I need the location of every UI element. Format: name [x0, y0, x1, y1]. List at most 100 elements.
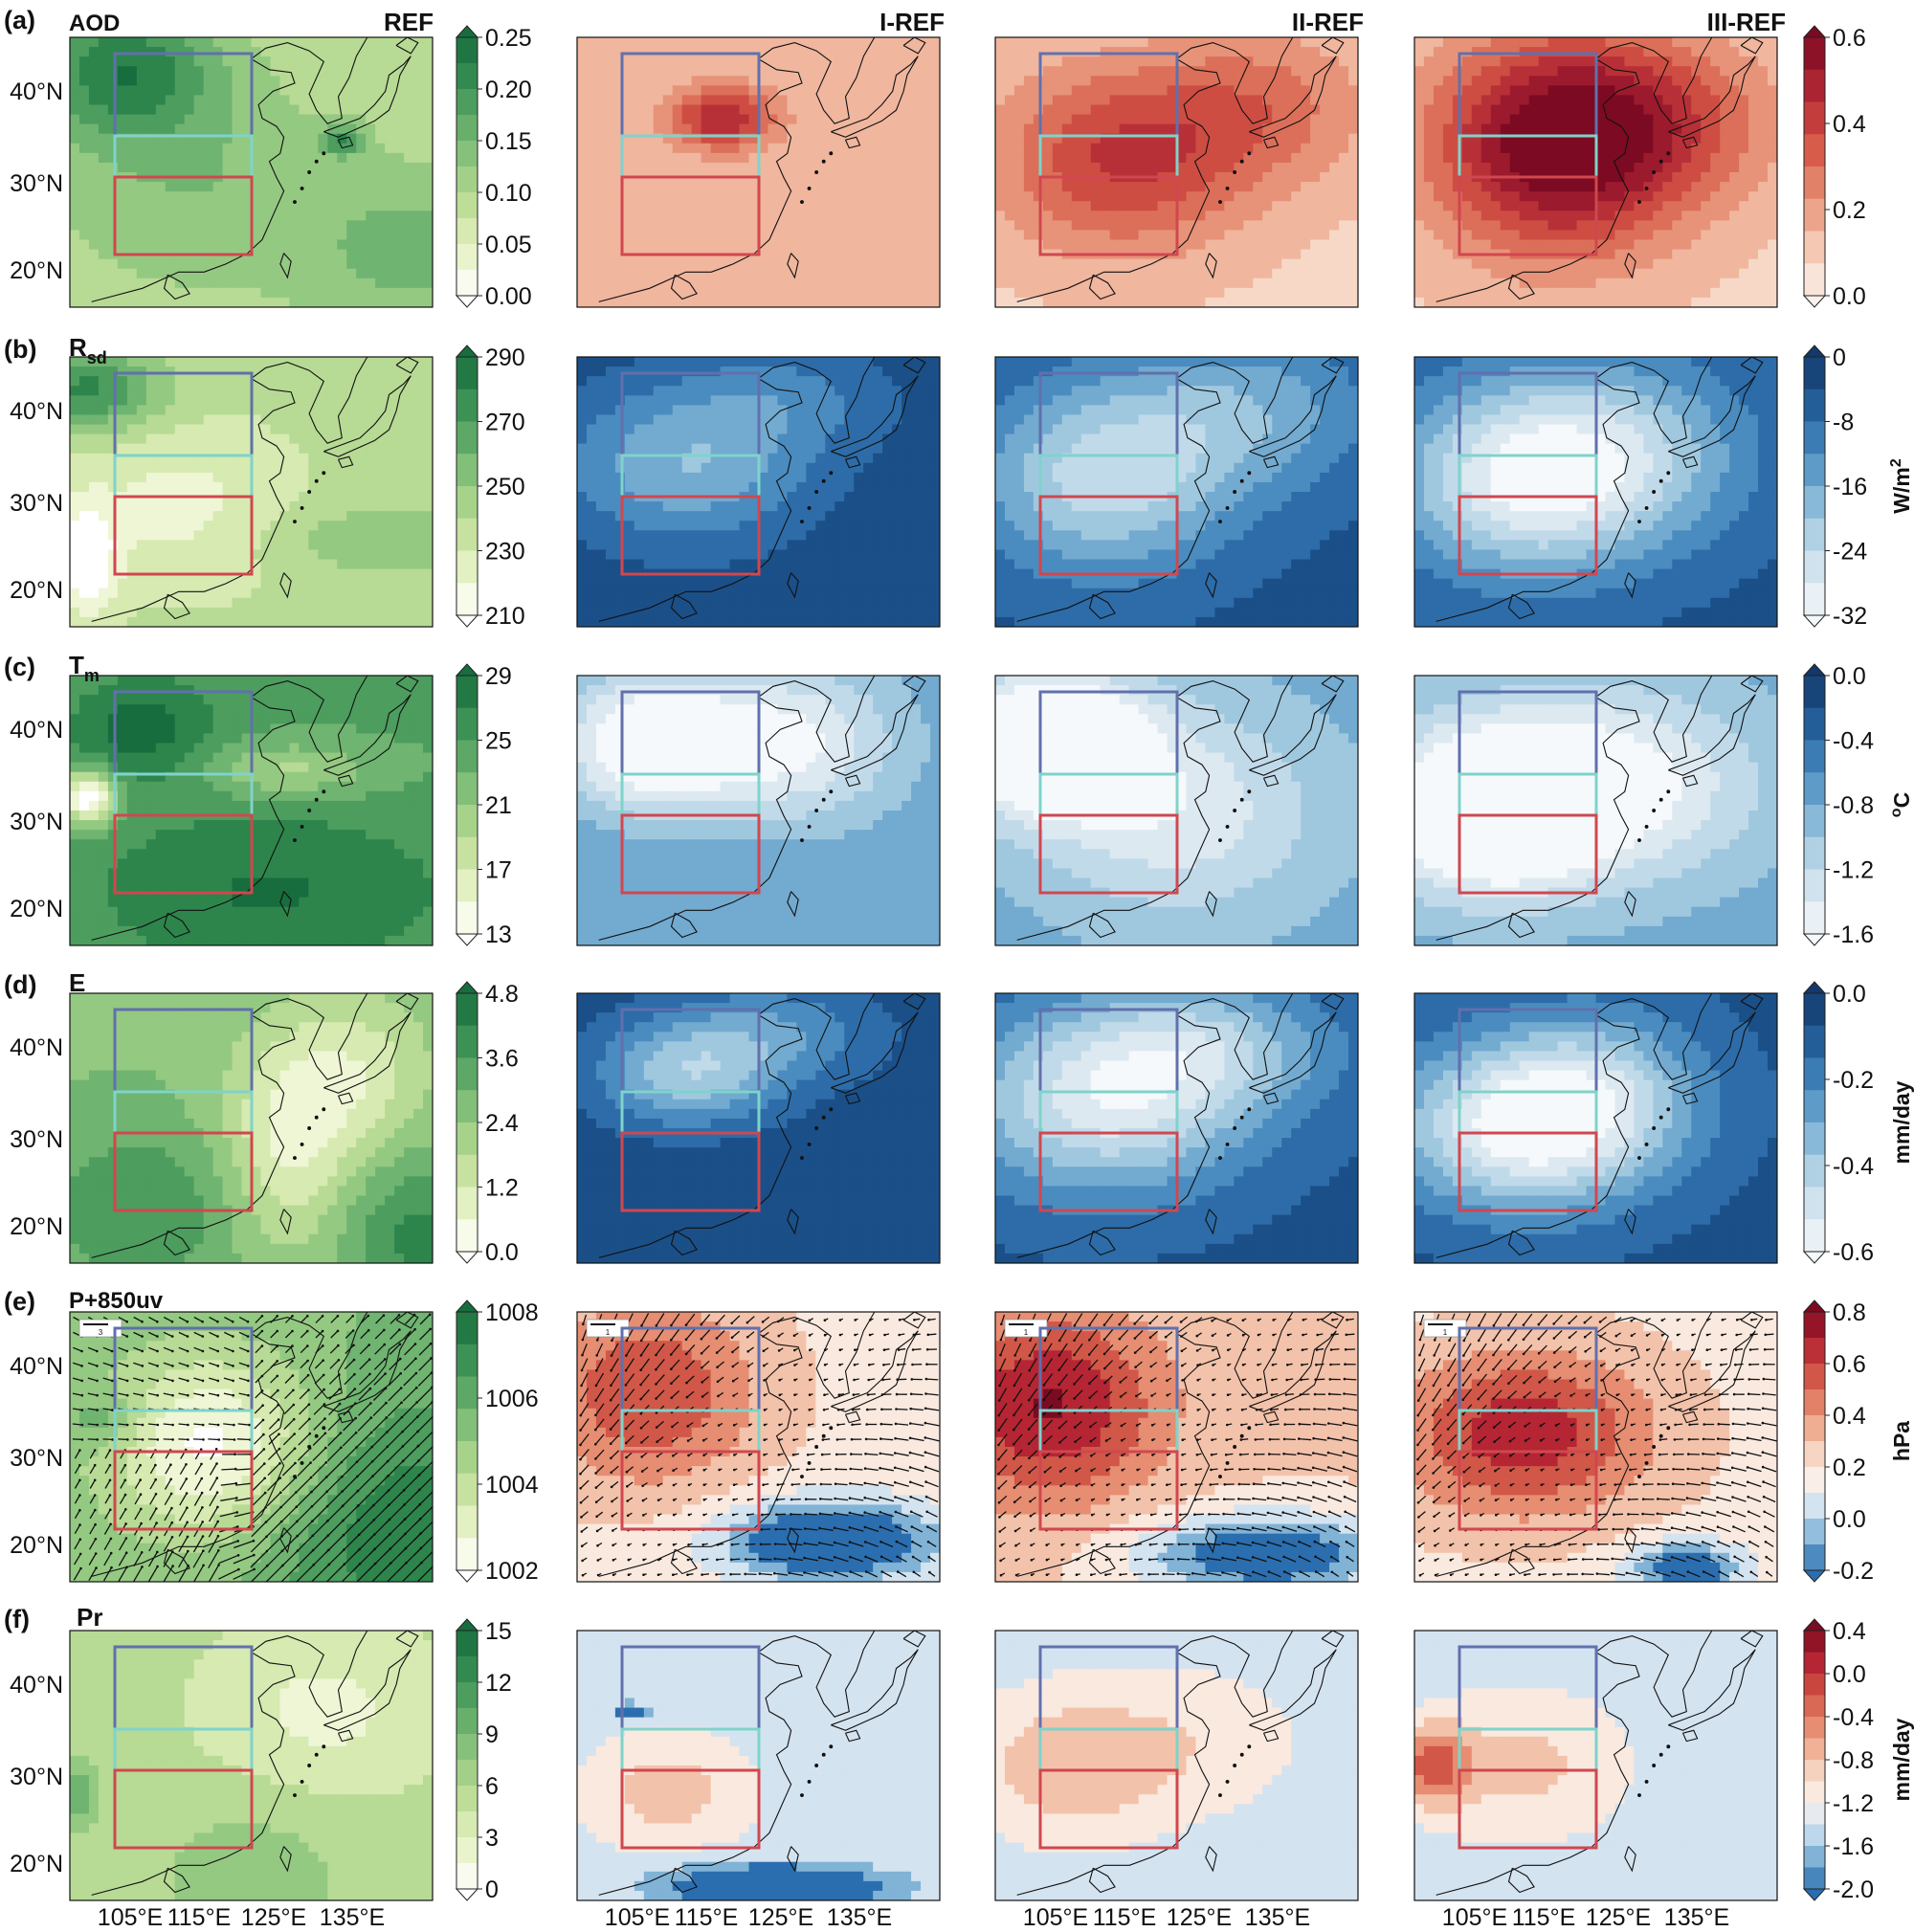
- map-row3-col3-box-south: [1458, 1131, 1598, 1212]
- map-row3-ref-coastline: [91, 993, 419, 1258]
- colorbar-row2-diff-extend-bottom: [1802, 933, 1827, 946]
- lat-label-row1: 20°N: [10, 577, 63, 604]
- colorbar-row0-diff-fill: [1804, 37, 1825, 297]
- colorbar-row0-ref-tick-label: 0.10: [485, 180, 532, 207]
- colorbar-row4-ref: 1008 1006 1004 1002: [455, 1299, 539, 1585]
- map-row3-col2-field: [995, 993, 1358, 1263]
- map-row0-col1-field: [577, 37, 940, 307]
- colorbar-row4-diff-tick-label: 0.8: [1833, 1299, 1866, 1326]
- colorbar-row0-ref-tick-label: 0.25: [485, 25, 532, 52]
- colorbar-row2-ref-tick-label: 13: [485, 922, 512, 948]
- map-row1-col2-region-boxes: [1038, 371, 1179, 576]
- colorbar-row2-diff: 0.0 -0.4 -0.8 -1.2 -1.6 oC: [1802, 663, 1914, 948]
- map-row0-col2-field: [995, 37, 1358, 307]
- map-row1-col3-frame: [1413, 356, 1778, 628]
- panel-label-a: (a): [4, 6, 35, 34]
- colorbar-row3-diff-tick-label: 0.0: [1833, 981, 1866, 1008]
- map-row1-col3-field: [1414, 357, 1777, 627]
- colorbar-row2-ref-extend-top: [455, 663, 479, 677]
- map-row2-ref-field: [70, 676, 433, 945]
- map-row4-col1-frame: [576, 1311, 941, 1583]
- colorbar-row4-ref-tick-label: 1008: [485, 1299, 539, 1326]
- map-row1-col2: [994, 356, 1359, 628]
- colorbar-row5-ref-tick-label: 12: [485, 1670, 512, 1697]
- map-row3-col2-coastline: [1016, 993, 1345, 1258]
- lat-label-row5: 40°N: [10, 1672, 63, 1699]
- map-row5-col1-coastline: [598, 1631, 926, 1896]
- colorbar-row0-diff-tick-label: 0.4: [1833, 111, 1866, 138]
- colorbar-row5-ref-tick-label: 15: [485, 1618, 512, 1645]
- map-row4-col2-wind-key-label: 1: [1024, 1328, 1029, 1337]
- colorbar-row3-ref-extend-bottom: [455, 1251, 479, 1264]
- lon-label-col0: 125°E: [241, 1904, 306, 1931]
- map-row5-ref: [69, 1630, 434, 1901]
- colorbar-row2-ref-fill: [456, 676, 478, 935]
- map-row5-ref-region-boxes: [113, 1645, 254, 1850]
- map-row4-col1-coastline: [598, 1312, 926, 1577]
- map-row3-col1: [576, 992, 941, 1264]
- colorbar-row2-ref: 29 25 21 17 13: [455, 663, 512, 948]
- map-row5-col3-region-boxes: [1458, 1645, 1598, 1850]
- col-title-i-ref: I-REF: [879, 8, 945, 36]
- colorbar-row4-ref-extend-top: [455, 1299, 479, 1313]
- map-row0-col2-box-south: [1038, 175, 1179, 256]
- map-row4-col1-wind-vectors: [579, 1313, 940, 1578]
- col-title-ref: REF: [384, 8, 434, 36]
- lon-label-col1: 135°E: [827, 1904, 892, 1931]
- map-row1-col1-coastline: [598, 357, 926, 622]
- lat-label-row3: 30°N: [10, 1126, 63, 1153]
- map-row2-col3-box-south: [1458, 813, 1598, 895]
- map-row1-ref: [69, 356, 434, 628]
- lat-label-row0: 30°N: [10, 170, 63, 197]
- colorbar-row2-diff-fill: [1804, 676, 1825, 935]
- colorbar-row0-ref-tick-label: 0.05: [485, 232, 532, 258]
- colorbar-row3-diff-extend-bottom: [1802, 1251, 1827, 1264]
- colorbar-row5-ref: 15 12 9 6 3 0: [455, 1618, 512, 1903]
- lat-label-row0: 20°N: [10, 257, 63, 284]
- colorbar-row1-diff-extend-top: [1802, 344, 1827, 358]
- map-row3-col2-region-boxes: [1038, 1008, 1179, 1212]
- colorbar-row1-diff-tick-label: -32: [1833, 603, 1867, 630]
- map-row0-ref-region-boxes: [113, 52, 254, 256]
- colorbar-row3-diff-fill: [1804, 993, 1825, 1253]
- colorbar-row2-diff-extend-top: [1802, 663, 1827, 677]
- map-row4-col3: 1: [1413, 1311, 1778, 1583]
- colorbar-row5-diff-unit: mm/day: [1889, 1718, 1914, 1801]
- colorbar-row3-diff-frame: [1803, 992, 1826, 1253]
- map-row2-col3: [1413, 675, 1778, 946]
- map-row0-ref-box-south: [113, 175, 254, 256]
- colorbar-row2-diff-tick-label: -1.6: [1833, 922, 1874, 948]
- map-row1-col1-region-boxes: [620, 371, 761, 576]
- map-row0-col2-region-boxes: [1038, 52, 1179, 256]
- colorbar-row3-ref-tick-label: 3.6: [485, 1046, 519, 1073]
- lon-label-col2: 105°E: [1023, 1904, 1088, 1931]
- map-row1-col1-frame: [576, 356, 941, 628]
- map-row3-col3: [1413, 992, 1778, 1264]
- map-row4-ref-frame: [69, 1311, 434, 1583]
- map-row4-col2-wind-key: 1: [1004, 1319, 1048, 1338]
- lon-label-col3: 125°E: [1586, 1904, 1651, 1931]
- colorbar-row1-diff-tick-label: -8: [1833, 410, 1854, 436]
- lat-label-row4: 20°N: [10, 1532, 63, 1559]
- map-row5-col3-frame: [1413, 1630, 1778, 1901]
- colorbar-row1-ref-tick-label: 290: [485, 344, 525, 371]
- colorbar-row5-ref-tick-label: 3: [485, 1825, 499, 1852]
- colorbar-row2-diff-tick-label: -0.4: [1833, 728, 1874, 755]
- var-e: E: [69, 968, 85, 997]
- map-row0-col3-coastline: [1436, 37, 1764, 302]
- map-row3-col3-coastline: [1436, 993, 1764, 1258]
- colorbar-row0-ref-fill: [456, 37, 478, 297]
- panel-label-f: (f): [4, 1605, 30, 1633]
- colorbar-row5-diff-tick-label: 0.0: [1833, 1661, 1866, 1688]
- map-row4-col2-frame: [994, 1311, 1359, 1583]
- map-row4-ref-wind-key-label: 3: [99, 1328, 103, 1337]
- colorbar-row1-ref-tick-label: 230: [485, 539, 525, 566]
- map-row1-ref-box-south: [113, 495, 254, 576]
- colorbar-row2-diff-tick-label: -0.8: [1833, 792, 1874, 819]
- map-row5-col3: [1413, 1630, 1778, 1901]
- map-row0-col3: [1413, 36, 1778, 308]
- map-row3-ref: [69, 992, 434, 1264]
- map-row1-col3-coastline: [1436, 357, 1764, 622]
- lat-label-row3: 40°N: [10, 1034, 63, 1061]
- map-row0-col3-field: [1414, 37, 1777, 307]
